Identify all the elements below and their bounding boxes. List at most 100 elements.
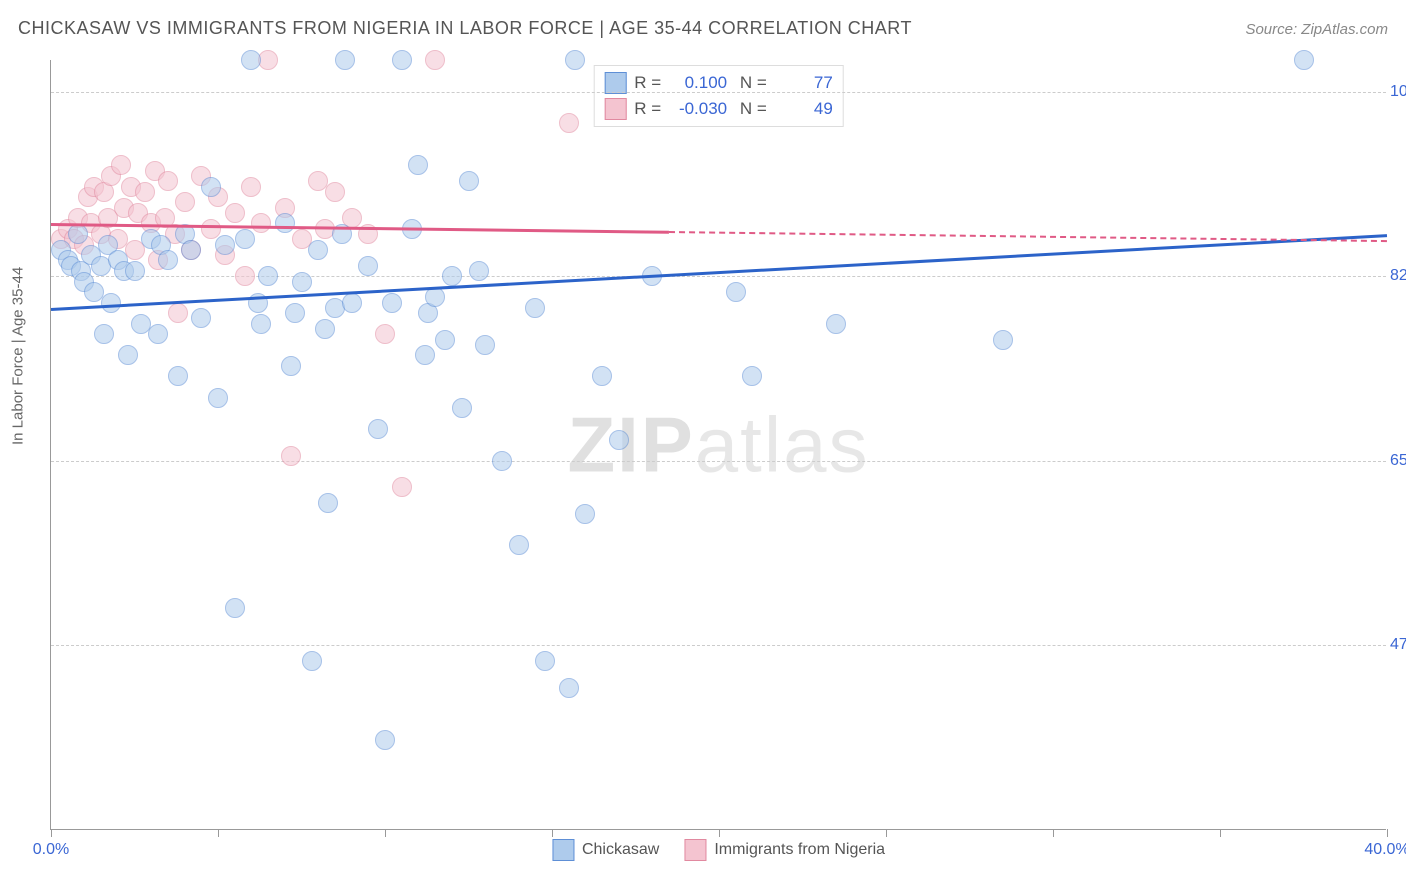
x-tick-label: 40.0%: [1364, 841, 1406, 859]
y-tick-label: 82.5%: [1390, 267, 1406, 285]
swatch-legend-b: [684, 839, 706, 861]
data-point: [565, 50, 585, 70]
data-point: [575, 504, 595, 524]
x-tick: [552, 829, 553, 837]
data-point: [251, 213, 271, 233]
data-point: [68, 224, 88, 244]
y-axis-label: In Labor Force | Age 35-44: [10, 267, 27, 445]
legend-label-b: Immigrants from Nigeria: [714, 841, 885, 859]
legend-label-a: Chickasaw: [582, 841, 659, 859]
x-tick: [385, 829, 386, 837]
data-point: [392, 477, 412, 497]
gridline: [51, 92, 1386, 93]
data-point: [382, 293, 402, 313]
x-tick: [218, 829, 219, 837]
data-point: [94, 324, 114, 344]
x-tick: [1053, 829, 1054, 837]
data-point: [826, 314, 846, 334]
data-point: [302, 651, 322, 671]
data-point: [325, 182, 345, 202]
data-point: [525, 298, 545, 318]
data-point: [315, 319, 335, 339]
data-point: [225, 598, 245, 618]
x-tick: [51, 829, 52, 837]
data-point: [308, 240, 328, 260]
data-point: [118, 345, 138, 365]
data-point: [492, 451, 512, 471]
data-point: [275, 213, 295, 233]
data-point: [292, 272, 312, 292]
data-point: [191, 308, 211, 328]
data-point: [318, 493, 338, 513]
data-point: [168, 366, 188, 386]
data-point: [168, 303, 188, 323]
legend-item-b: Immigrants from Nigeria: [684, 839, 885, 861]
data-point: [435, 330, 455, 350]
data-point: [148, 324, 168, 344]
data-point: [101, 293, 121, 313]
y-tick-label: 100.0%: [1390, 83, 1406, 101]
data-point: [125, 261, 145, 281]
x-tick: [1220, 829, 1221, 837]
correlation-stats-box: R =0.100 N =77 R =-0.030 N =49: [593, 65, 844, 127]
data-point: [135, 182, 155, 202]
data-point: [241, 50, 261, 70]
data-point: [375, 730, 395, 750]
data-point: [1294, 50, 1314, 70]
data-point: [251, 314, 271, 334]
chart-title: CHICKASAW VS IMMIGRANTS FROM NIGERIA IN …: [18, 18, 912, 39]
data-point: [281, 446, 301, 466]
x-tick-label: 0.0%: [33, 841, 69, 859]
data-point: [459, 171, 479, 191]
data-point: [415, 345, 435, 365]
legend-item-a: Chickasaw: [552, 839, 659, 861]
data-point: [241, 177, 261, 197]
y-tick-label: 65.0%: [1390, 452, 1406, 470]
data-point: [368, 419, 388, 439]
data-point: [392, 50, 412, 70]
data-point: [158, 250, 178, 270]
x-tick: [719, 829, 720, 837]
data-point: [425, 50, 445, 70]
data-point: [281, 356, 301, 376]
data-point: [475, 335, 495, 355]
data-point: [993, 330, 1013, 350]
data-point: [452, 398, 472, 418]
data-point: [726, 282, 746, 302]
data-point: [335, 50, 355, 70]
data-point: [201, 177, 221, 197]
data-point: [358, 256, 378, 276]
data-point: [158, 171, 178, 191]
data-point: [592, 366, 612, 386]
data-point: [215, 235, 235, 255]
data-point: [742, 366, 762, 386]
x-tick: [886, 829, 887, 837]
source-label: Source: ZipAtlas.com: [1245, 21, 1388, 38]
data-point: [609, 430, 629, 450]
bottom-legend: Chickasaw Immigrants from Nigeria: [552, 839, 885, 861]
data-point: [375, 324, 395, 344]
gridline: [51, 645, 1386, 646]
data-point: [559, 113, 579, 133]
data-point: [181, 240, 201, 260]
data-point: [285, 303, 305, 323]
data-point: [425, 287, 445, 307]
data-point: [342, 293, 362, 313]
data-point: [225, 203, 245, 223]
swatch-series-b: [604, 98, 626, 120]
data-point: [535, 651, 555, 671]
scatter-plot: ZIPatlas R =0.100 N =77 R =-0.030 N =49 …: [50, 60, 1386, 830]
swatch-legend-a: [552, 839, 574, 861]
data-point: [235, 266, 255, 286]
data-point: [208, 388, 228, 408]
data-point: [408, 155, 428, 175]
data-point: [469, 261, 489, 281]
stat-row-series-b: R =-0.030 N =49: [604, 96, 833, 122]
data-point: [509, 535, 529, 555]
data-point: [442, 266, 462, 286]
data-point: [235, 229, 255, 249]
data-point: [175, 192, 195, 212]
x-tick: [1387, 829, 1388, 837]
y-tick-label: 47.5%: [1390, 636, 1406, 654]
data-point: [111, 155, 131, 175]
